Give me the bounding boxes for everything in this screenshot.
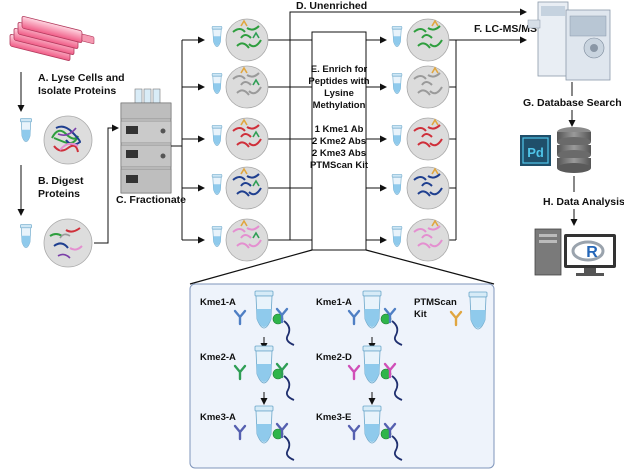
fraction-tube-icon-2 [211,73,223,95]
enrich-line-9: PTMScan Kit [310,160,369,171]
step-lcms-label: F. LC-MS/MS [474,23,537,35]
arrow-peptides-to-fractionate [94,124,119,244]
mass-spectrometer-icon [527,1,611,81]
step-analysis-label: H. Data Analysis [543,196,624,208]
col2-antibody-label-3: Kme3-E [316,412,351,423]
arrow-unenriched [289,8,527,40]
r-label: R [586,244,598,261]
ptmscan-kit-label-1: PTMScan [414,297,457,308]
fraction-circle-5 [225,218,269,262]
hplc-instrument-icon [120,88,172,194]
col1-bead-icon-3 [272,422,295,461]
enriched-circle-2 [406,65,450,109]
enriched-circle-3 [406,117,450,161]
enriched-circle-5 [406,218,450,262]
col2-bead-icon-3 [380,422,403,461]
peptide-tube-icon [19,224,33,249]
pd-label: Pd [527,145,544,160]
zoom-line-left [189,249,313,285]
col1-antibody-icon-2 [233,364,247,381]
enrich-line-1: E. Enrich for [311,64,368,75]
protein-tube-icon [19,118,33,143]
col1-tube-icon-2 [254,345,274,384]
enrichment-detail-content: Kme1-A Kme2-A Kme3-A Kme1-A Kme2-D Kme3-E PTMS… [200,290,488,461]
enrich-line-8: 2 Kme3 Abs [312,148,366,159]
ptmscan-kit-label-2: Kit [414,309,428,320]
col1-antibody-icon-1 [233,309,247,326]
col2-bead-icon-1 [380,307,403,346]
fraction-tube-icon-1 [211,26,223,48]
fraction-circles-left [211,18,269,262]
fraction-circle-3 [225,117,269,161]
zoom-line-right [365,249,495,285]
col1-antibody-icon-3 [233,424,247,441]
col1-row-3: Kme3-A [200,405,295,461]
step-fractionate-label: C. Fractionate [116,194,186,206]
cell-culture-flasks-icon [9,16,95,61]
enrich-line-3: Lysine [324,88,354,99]
col2-antibody-icon-3 [347,424,361,441]
fraction-tube-icon-4 [211,174,223,196]
step-database-label: G. Database Search [523,97,622,109]
enriched-tube-icon-1 [391,26,403,48]
fraction-circle-1 [225,18,269,62]
col1-antibody-label-1: Kme1-A [200,297,236,308]
col2-tube-icon-3 [362,405,382,444]
enriched-circle-1 [406,18,450,62]
enrich-line-6: 1 Kme1 Ab [315,124,364,135]
col2-row-3: Kme3-E [316,405,403,461]
ptmscan-antibody-icon [449,310,463,327]
col2-row-1: Kme1-A [316,290,403,350]
ptmscan-tube-icon [468,291,488,330]
step-digest-label-2: Proteins [38,188,80,200]
col2-tube-icon-1 [362,290,382,329]
col2-antibody-label-1: Kme1-A [316,297,352,308]
enrich-line-4: Methylation [313,100,366,111]
col1-bead-icon-1 [272,307,295,346]
col1-row-2: Kme2-A [200,345,295,405]
enriched-circle-4 [406,166,450,210]
col2-antibody-icon-1 [347,309,361,326]
col2-tube-icon-2 [362,345,382,384]
enriched-tube-icon-4 [391,174,403,196]
col2-antibody-icon-2 [347,364,361,381]
col2-antibody-label-2: Kme2-D [316,352,352,363]
database-icon [557,127,591,173]
col2-row-2: Kme2-D [316,345,403,405]
col1-antibody-label-2: Kme2-A [200,352,236,363]
enrich-line-7: 2 Kme2 Abs [312,136,366,147]
fraction-tube-icon-5 [211,226,223,248]
step-lyse-label-1: A. Lyse Cells and [38,72,125,84]
col1-row-1: Kme1-A [200,290,295,350]
col2-bead-icon-2 [380,362,403,401]
fraction-tube-icon-3 [211,125,223,147]
enriched-tube-icon-2 [391,73,403,95]
fraction-circle-4 [225,166,269,210]
col1-tube-icon-3 [254,405,274,444]
peptide-circle [43,218,93,268]
col1-antibody-label-3: Kme3-A [200,412,236,423]
protein-circle [43,115,93,165]
enrich-line-2: Peptides with [308,76,369,87]
step-unenriched-label: D. Unenriched [296,0,367,12]
fraction-circle-2 [225,65,269,109]
enrichment-box [311,31,367,251]
proteome-discoverer-icon: Pd [520,135,551,166]
col1-bead-icon-2 [272,362,295,401]
enriched-tube-icon-3 [391,125,403,147]
step-lyse-label-2: Isolate Proteins [38,85,116,97]
col1-tube-icon-1 [254,290,274,329]
enriched-tube-icon-5 [391,226,403,248]
step-digest-label-1: B. Digest [38,175,84,187]
computer-r-icon: R [534,228,616,276]
fraction-circles-right [391,18,450,262]
